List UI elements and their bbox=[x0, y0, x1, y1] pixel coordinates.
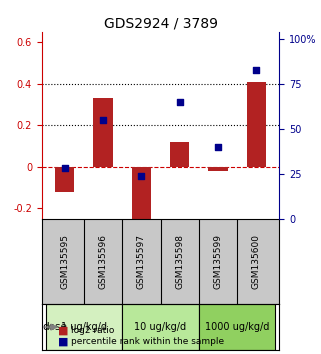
FancyBboxPatch shape bbox=[46, 304, 122, 350]
Text: GSM135599: GSM135599 bbox=[213, 234, 222, 289]
Text: log2 ratio: log2 ratio bbox=[71, 326, 114, 336]
Text: ■: ■ bbox=[58, 337, 68, 347]
Text: GSM135597: GSM135597 bbox=[137, 234, 146, 289]
Point bbox=[215, 144, 221, 150]
Point bbox=[177, 99, 182, 105]
Title: GDS2924 / 3789: GDS2924 / 3789 bbox=[103, 17, 218, 31]
Text: GSM135598: GSM135598 bbox=[175, 234, 184, 289]
FancyBboxPatch shape bbox=[199, 304, 275, 350]
Bar bbox=[170, 142, 189, 167]
Text: GSM135596: GSM135596 bbox=[99, 234, 108, 289]
FancyBboxPatch shape bbox=[122, 304, 199, 350]
Point bbox=[254, 67, 259, 73]
Text: GSM135600: GSM135600 bbox=[252, 234, 261, 289]
Point bbox=[62, 166, 67, 171]
Bar bbox=[55, 167, 74, 192]
Text: 1000 ug/kg/d: 1000 ug/kg/d bbox=[205, 322, 269, 332]
Bar bbox=[132, 167, 151, 223]
Text: dose: dose bbox=[42, 322, 67, 332]
Point bbox=[100, 117, 106, 123]
Text: percentile rank within the sample: percentile rank within the sample bbox=[71, 337, 224, 346]
Bar bbox=[93, 98, 113, 167]
Bar bbox=[208, 167, 228, 171]
Text: 1 ug/kg/d: 1 ug/kg/d bbox=[61, 322, 107, 332]
Text: GSM135595: GSM135595 bbox=[60, 234, 69, 289]
Point bbox=[139, 173, 144, 178]
Text: ■: ■ bbox=[58, 326, 68, 336]
Text: 10 ug/kg/d: 10 ug/kg/d bbox=[134, 322, 187, 332]
Bar bbox=[247, 82, 266, 167]
